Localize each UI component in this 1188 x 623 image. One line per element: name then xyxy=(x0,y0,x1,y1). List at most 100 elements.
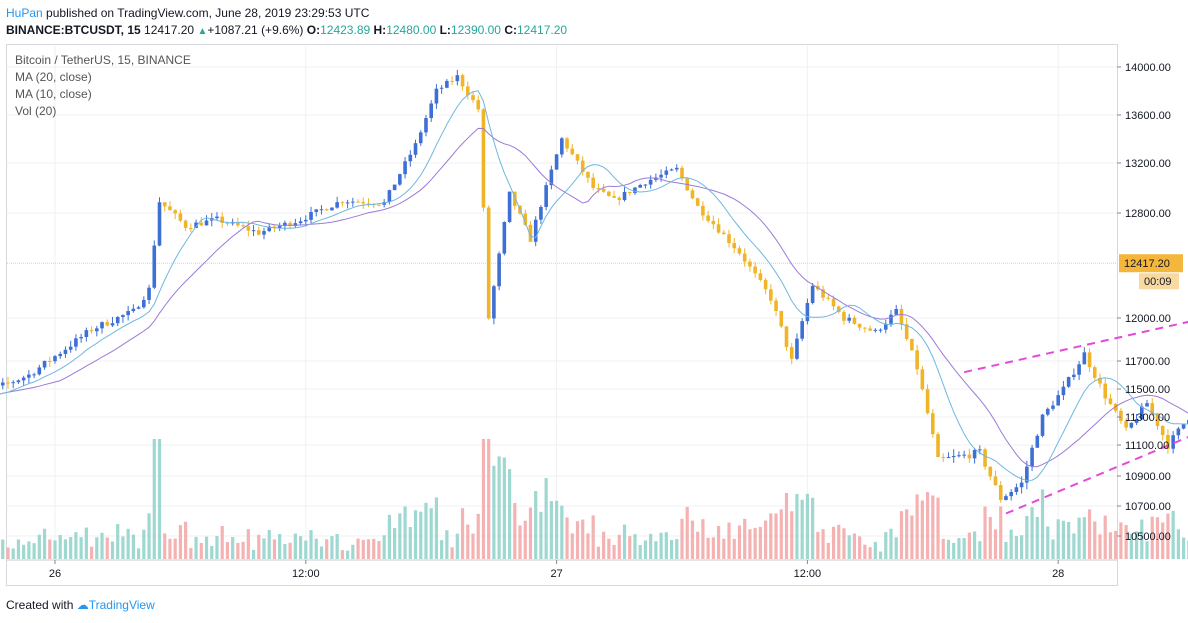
y-tick-label: 12000.00 xyxy=(1125,313,1171,325)
candle-body xyxy=(168,206,172,211)
candle-body xyxy=(732,243,737,249)
volume-bar xyxy=(408,526,412,559)
candle-body xyxy=(1134,419,1139,423)
candle-body xyxy=(314,209,319,212)
candle-body xyxy=(878,329,883,331)
candle-body xyxy=(920,369,925,390)
candle-body xyxy=(763,279,768,290)
volume-bar xyxy=(696,531,700,559)
volume-bar xyxy=(920,500,924,559)
candle-body xyxy=(486,207,491,319)
candle-body xyxy=(47,360,52,362)
candle-body xyxy=(695,198,700,206)
candle-body xyxy=(371,204,376,206)
candle-body xyxy=(142,299,146,308)
candle-body xyxy=(570,148,575,155)
candle-body xyxy=(115,316,120,324)
candle-body xyxy=(288,222,292,226)
volume-bar xyxy=(607,538,611,559)
volume-bar xyxy=(1161,522,1165,559)
candle-body xyxy=(831,298,836,307)
candle-body xyxy=(727,234,731,244)
legend-title: Bitcoin / TetherUS, 15, BINANCE xyxy=(15,53,191,67)
volume-bar xyxy=(1103,515,1107,559)
y-axis: 14000.00 13600.00 13200.00 12800.00 12000.00… xyxy=(1117,62,1171,543)
volume-bar xyxy=(89,546,94,559)
volume-bar xyxy=(769,513,773,559)
volume-bar xyxy=(973,531,977,559)
volume-bar xyxy=(225,542,230,559)
price-tag-value: 12417.20 xyxy=(1124,258,1170,270)
volume-bar xyxy=(518,525,522,559)
candle-body xyxy=(283,222,287,226)
candle-body xyxy=(199,222,204,226)
candle-body xyxy=(539,206,543,220)
volume-bar xyxy=(847,535,851,559)
volume-bar xyxy=(335,534,339,559)
volume-bar xyxy=(967,532,971,559)
volume-bar xyxy=(210,545,214,559)
volume-bar xyxy=(669,540,674,559)
y-tick-label: 10500.00 xyxy=(1125,531,1171,543)
volume-bar xyxy=(455,533,459,559)
candle-body xyxy=(377,204,381,206)
volume-bar xyxy=(978,541,982,559)
candle-body xyxy=(821,289,825,298)
volume-bar xyxy=(366,539,371,559)
candle-body xyxy=(962,454,966,456)
volume-bar xyxy=(1114,530,1118,559)
low-value: 12390.00 xyxy=(450,23,501,37)
volume-bar xyxy=(737,525,742,559)
x-tick-label: 12:00 xyxy=(794,568,822,580)
candle-body xyxy=(690,190,695,199)
candles xyxy=(0,70,1188,503)
candle-body xyxy=(1160,426,1165,435)
volume-bar xyxy=(1155,517,1160,559)
candle-body xyxy=(591,177,595,188)
candle-body xyxy=(387,190,392,203)
volume-bar xyxy=(382,535,386,559)
candle-body xyxy=(607,191,611,197)
candle-body xyxy=(1108,398,1113,404)
volume-bar xyxy=(398,513,402,559)
candle-body xyxy=(89,330,94,332)
candle-body xyxy=(1124,420,1128,428)
candle-body xyxy=(215,216,219,219)
volume-bar xyxy=(215,535,219,559)
volume-bar xyxy=(727,522,731,559)
volume-bar xyxy=(758,526,762,559)
candle-body xyxy=(795,338,799,359)
candle-body xyxy=(465,86,470,96)
candle-body xyxy=(643,184,648,186)
grid xyxy=(7,45,1117,561)
candle-body xyxy=(277,225,282,229)
volume-bar xyxy=(1014,536,1018,559)
volume-bar xyxy=(6,547,10,559)
candle-body xyxy=(330,207,334,211)
candle-body xyxy=(178,213,183,221)
moving-averages xyxy=(0,90,1188,481)
legend-ma20: MA (20, close) xyxy=(15,70,92,84)
candle-body xyxy=(1129,422,1134,428)
candle-body xyxy=(21,377,26,381)
candle-body xyxy=(63,349,68,354)
publish-info: HuPan published on TradingView.com, June… xyxy=(6,6,369,20)
volume-bar xyxy=(168,538,172,559)
candle-body xyxy=(842,312,846,321)
volume-bar xyxy=(440,540,444,559)
volume-bar xyxy=(1176,529,1180,559)
candle-body xyxy=(361,202,366,204)
tradingview-brand[interactable]: TradingView xyxy=(88,598,155,612)
volume-bar xyxy=(826,542,830,559)
candle-body xyxy=(42,360,47,368)
volume-bar xyxy=(795,494,799,559)
candle-body xyxy=(481,109,486,208)
volume-bar xyxy=(591,515,595,559)
volume-bar xyxy=(732,538,736,559)
candle-body xyxy=(272,226,277,229)
open-value: 12423.89 xyxy=(320,23,371,37)
volume-bar xyxy=(706,537,710,559)
legend-vol: Vol (20) xyxy=(15,104,57,118)
author-link[interactable]: HuPan xyxy=(6,6,43,20)
